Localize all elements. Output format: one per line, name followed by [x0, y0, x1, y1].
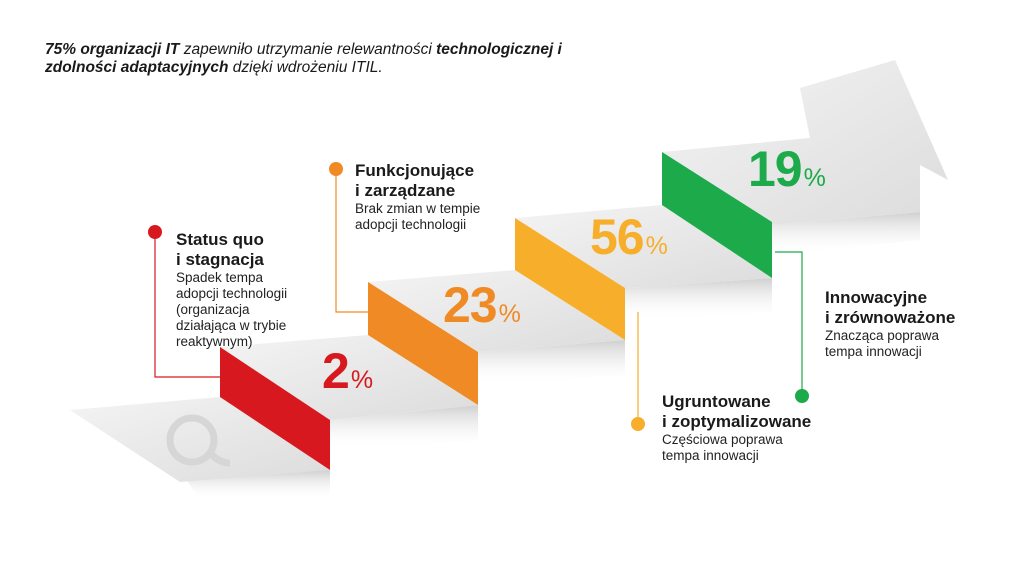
- dot-red: [148, 225, 162, 239]
- callout-desc: adopcji technologii: [355, 217, 467, 232]
- dot-orange: [329, 162, 343, 176]
- callout-title: Ugruntowane: [662, 392, 771, 411]
- riser-yellow: [515, 218, 625, 340]
- callout-innovative: Innowacyjne i zrównoważone Znacząca popr…: [825, 288, 955, 360]
- step-tread-2: [368, 270, 625, 352]
- riser-red: [220, 347, 330, 470]
- connector-green: [775, 251, 803, 396]
- connector-red: [154, 232, 220, 378]
- step-tread-1: [220, 335, 478, 420]
- dot-green: [795, 389, 809, 403]
- shadow: [625, 278, 772, 320]
- percent-value: 19: [748, 141, 803, 197]
- callout-desc: Znacząca poprawa: [825, 328, 940, 343]
- callout-desc: Brak zmian w tempie: [355, 201, 481, 216]
- arrow-top: [662, 60, 948, 225]
- shadow: [478, 340, 625, 385]
- callout-title: i zrównoważone: [825, 308, 956, 327]
- riser-green: [662, 152, 772, 278]
- percent-value: 56: [590, 209, 645, 265]
- headline-text-2: dzięki wdrożeniu ITIL.: [228, 59, 383, 76]
- riser-orange: [368, 282, 478, 405]
- callout-desc: działająca w trybie: [176, 318, 287, 333]
- callout-managed: Funkcjonujące i zarządzane Brak zmian w …: [355, 161, 480, 233]
- callout-title: i zoptymalizowane: [662, 412, 812, 431]
- callout-desc: tempa innowacji: [825, 344, 922, 359]
- callout-stagnation: Status quo i stagnacja Spadek tempa adop…: [176, 230, 287, 350]
- percent-optimized: 56%: [590, 209, 668, 271]
- percent-stagnation: 2%: [322, 343, 373, 405]
- callout-desc: Spadek tempa: [176, 270, 264, 285]
- dot-yellow: [631, 417, 645, 431]
- callout-optimized: Ugruntowane i zoptymalizowane Częściowa …: [662, 392, 811, 464]
- percent-value: 23: [443, 277, 498, 333]
- callout-title: Funkcjonujące: [355, 161, 475, 180]
- callout-desc: adopcji technologii: [176, 286, 288, 301]
- callout-title: i zarządzane: [355, 181, 456, 200]
- callout-title: Innowacyjne: [825, 288, 928, 307]
- percent-managed: 23%: [443, 277, 521, 339]
- percent-unit: %: [803, 164, 826, 192]
- callout-desc: (organizacja: [176, 302, 250, 317]
- step-tread-3: [515, 205, 772, 288]
- shadow: [772, 212, 920, 255]
- callout-desc: tempa innowacji: [662, 448, 759, 463]
- percent-unit: %: [350, 366, 373, 394]
- callout-desc: Częściowa poprawa: [662, 432, 783, 447]
- percent-unit: %: [645, 232, 668, 260]
- headline-bold-2: technologicznej i zdolności adaptacyjnyc…: [45, 41, 562, 76]
- logo-watermark: [166, 414, 231, 467]
- connector-orange: [335, 169, 368, 313]
- percent-unit: %: [498, 300, 521, 328]
- percent-value: 2: [322, 343, 350, 399]
- headline: 75% organizacji IT zapewniło utrzymanie …: [45, 41, 565, 77]
- callout-title: Status quo: [176, 230, 264, 249]
- callout-title: i stagnacja: [176, 250, 264, 269]
- headline-text-1: zapewniło utrzymanie relewantności: [179, 41, 437, 58]
- callout-desc: reaktywnym): [176, 334, 253, 349]
- percent-innovative: 19%: [748, 141, 826, 203]
- step-tread-base: [70, 397, 330, 482]
- headline-bold-1: 75% organizacji IT: [45, 41, 180, 58]
